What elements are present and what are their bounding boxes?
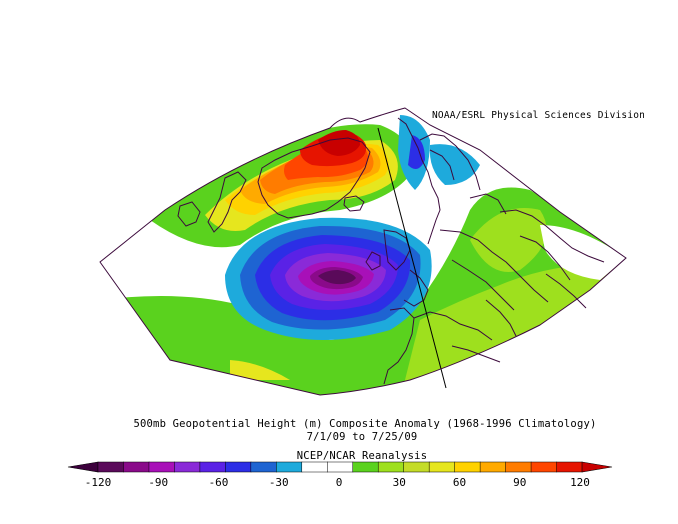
- map-title: 500mb Geopotential Height (m) Composite …: [133, 418, 597, 430]
- colorbar-swatch: [505, 461, 532, 473]
- colorbar-swatch: [479, 461, 507, 473]
- colorbar-swatch: [123, 461, 150, 473]
- colorbar-arrow-low: [67, 461, 99, 473]
- map-outline: [99, 107, 627, 396]
- colorbar-swatch: [454, 461, 481, 473]
- colorbar-tick-label: 30: [392, 476, 406, 489]
- colorbar-swatch: [403, 461, 430, 473]
- colorbar-swatch: [327, 461, 354, 473]
- colorbar-swatch: [428, 461, 456, 473]
- colorbar-swatch: [352, 461, 379, 473]
- coastlines: [177, 117, 605, 385]
- colorbar-arrow-high: [581, 461, 613, 473]
- colorbar-tick-label: 60: [452, 476, 467, 489]
- colorbar-tick-label: -90: [148, 476, 169, 489]
- data-source: NCEP/NCAR Reanalysis: [296, 450, 428, 462]
- colorbar-tick-label: 0: [335, 476, 343, 489]
- colorbar-swatch: [199, 461, 226, 473]
- meridian-line: [377, 127, 447, 389]
- colorbar-tick-label: 90: [513, 476, 527, 489]
- colorbar-swatch: [530, 461, 558, 473]
- date-range: 7/1/09 to 7/25/09: [306, 431, 418, 443]
- colorbar-swatch: [556, 461, 583, 473]
- colorbar-swatch: [250, 461, 277, 473]
- colorbar-swatch: [148, 461, 175, 473]
- colorbar-tick-label: -120: [84, 476, 112, 489]
- colorbar-swatch: [174, 461, 201, 473]
- colorbar-tick-label: -60: [208, 476, 229, 489]
- colorbar-swatch: [97, 461, 125, 473]
- credit-label: NOAA/ESRL Physical Sciences Division: [432, 110, 646, 121]
- colorbar-tick-label: -30: [268, 476, 289, 489]
- colorbar-swatch: [225, 461, 252, 473]
- colorbar-swatch: [276, 461, 303, 473]
- colorbar-swatch: [301, 461, 328, 473]
- colorbar-tick-label: 120: [570, 476, 590, 489]
- colorbar-swatch: [377, 461, 405, 473]
